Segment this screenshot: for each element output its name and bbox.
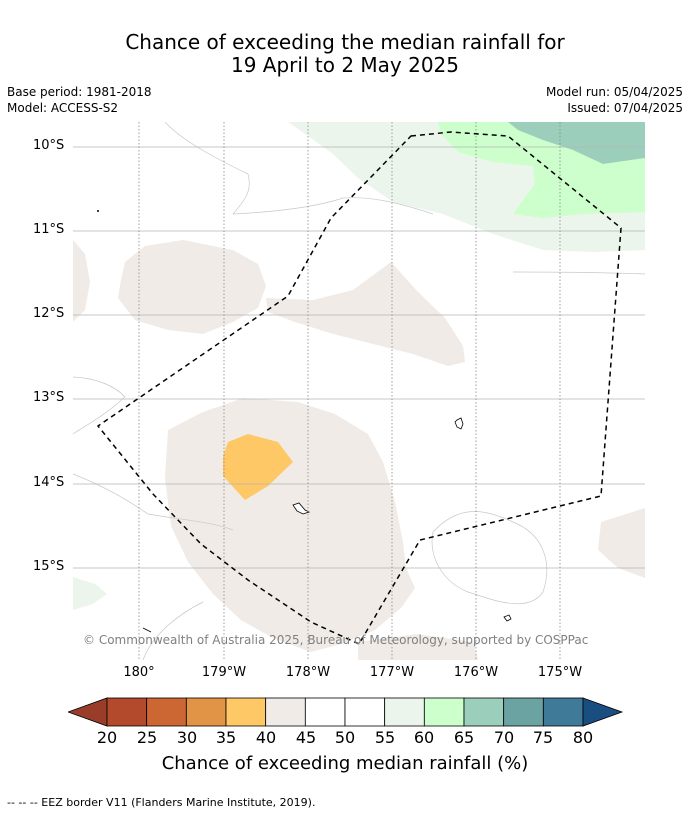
colorbar-tick: 45 [295,728,317,747]
lat-label-10s: 10°S [33,138,65,153]
colorbar-tick: 70 [493,728,515,747]
colorbar-tick: 40 [255,728,277,747]
title-line-2: 19 April to 2 May 2025 [231,53,459,77]
colorbar-high-extension [582,697,624,727]
lon-label-176w: 176°W [453,665,499,680]
colorbar-tick: 30 [176,728,198,747]
region-40-45-b [266,262,465,366]
colorbar-cell [146,697,187,727]
lat-label-12s: 12°S [33,306,65,321]
colorbar-cell [185,697,227,727]
colorbar-cell [384,697,425,727]
island-e [97,210,99,212]
issued-date: Issued: 07/04/2025 [567,101,683,115]
region-40-45-e [598,508,645,578]
colorbar-tick: 75 [532,728,554,747]
colorbar-tick: 20 [96,728,118,747]
lon-label-180: 180° [123,665,155,680]
colorbar-low-extension [66,697,108,727]
copyright-notice: © Commonwealth of Australia 2025, Bureau… [83,633,589,647]
lon-label-175w: 175°W [537,665,583,680]
colorbar-cell [304,697,346,727]
island-c [503,614,512,622]
map-title: Chance of exceeding the median rainfall … [0,31,690,77]
island-b [292,502,311,515]
lon-label-177w: 177°W [369,665,415,680]
model-run: Model run: 05/04/2025 [545,85,683,99]
map-canvas [73,122,645,660]
colorbar-tick: 55 [374,728,396,747]
colorbar-cell [265,697,306,727]
lat-label-13s: 13°S [33,390,65,405]
colorbar-cell [463,697,505,727]
meta-left: Base period: 1981-2018 Model: ACCESS-S2 [7,84,152,116]
colorbar-tick: 65 [453,728,475,747]
forecast-map [73,122,645,660]
colorbar [66,697,624,731]
eez-border [96,131,622,645]
region-35-40 [223,434,293,500]
colorbar-tick: 25 [136,728,158,747]
lat-gridlines [73,146,645,569]
colorbar-cell [225,697,267,727]
colorbar-cell [344,697,386,727]
region-40-45-f [358,634,478,660]
contour-lines [73,122,645,660]
colorbar-tick: 60 [413,728,435,747]
island-a [454,417,464,430]
eez-footnote: -- -- -- EEZ border V11 (Flanders Marine… [7,796,316,809]
title-line-1: Chance of exceeding the median rainfall … [125,30,565,54]
lon-label-179w: 179°W [201,665,247,680]
model-name: Model: ACCESS-S2 [7,101,119,115]
lat-label-14s: 14°S [33,475,65,490]
colorbar-cell [423,697,465,727]
colorbar-label: Chance of exceeding median rainfall (%) [161,753,529,774]
colorbar-cell [542,697,584,727]
colorbar-tick: 35 [215,728,237,747]
lon-label-178w: 178°W [285,665,331,680]
meta-right: Model run: 05/04/2025 Issued: 07/04/2025 [546,84,683,116]
colorbar-cell [503,697,544,727]
colorbar-svg [66,697,624,727]
island-d [142,627,152,633]
region-40-45-c [73,240,90,322]
colorbar-tick: 50 [334,728,356,747]
region-40-45-a [118,240,266,334]
base-period: Base period: 1981-2018 [7,85,152,99]
region-left-green [73,577,107,610]
lat-label-11s: 11°S [33,222,65,237]
colorbar-cell [106,697,148,727]
colorbar-tick: 80 [572,728,594,747]
lon-gridlines [138,122,561,660]
lat-label-15s: 15°S [33,559,65,574]
region-70-75 [508,122,645,164]
